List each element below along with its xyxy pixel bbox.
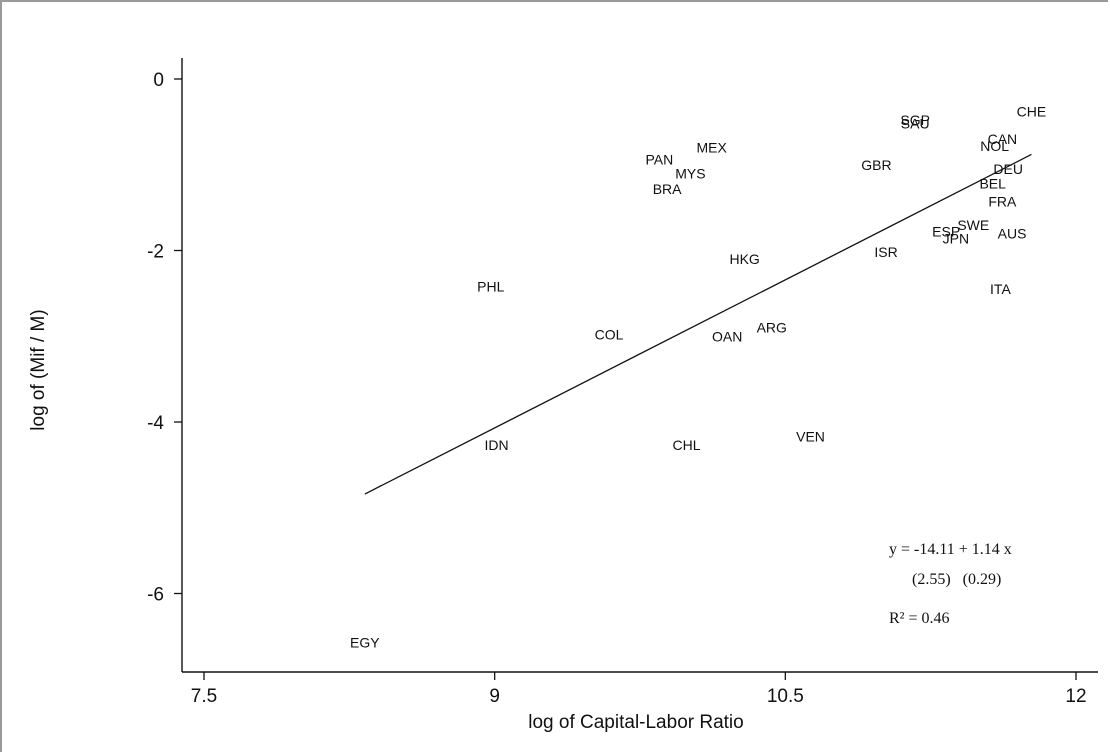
y-tick-label: -4 xyxy=(147,413,164,434)
point-label-esp: ESP xyxy=(932,224,960,240)
x-tick-label: 7.5 xyxy=(191,686,217,707)
regression-annotation: y = -14.11 + 1.14 x (2.55) (0.29) R² = 0… xyxy=(889,541,1012,627)
regression-line xyxy=(364,153,1032,495)
point-label-sgp: SGP xyxy=(900,112,930,128)
x-tick-label: 12 xyxy=(1065,686,1086,707)
regression-r-squared: R² = 0.46 xyxy=(889,610,950,627)
x-axis-title: log of Capital-Labor Ratio xyxy=(528,712,743,733)
point-label-idn: IDN xyxy=(485,437,509,453)
y-tick-label: -6 xyxy=(147,585,164,606)
point-label-aus: AUS xyxy=(998,225,1027,241)
point-label-jpn: JPN xyxy=(943,230,969,246)
point-label-arg: ARG xyxy=(757,320,787,336)
axes xyxy=(181,58,1098,673)
point-label-mys: MYS xyxy=(675,165,705,181)
point-label-pan: PAN xyxy=(646,152,674,168)
y-ticks: 0 -2 -4 -6 xyxy=(147,70,182,606)
point-label-oan: OAN xyxy=(712,328,742,344)
point-label-swe: SWE xyxy=(957,217,989,233)
y-axis-title: log of (Mif / M) xyxy=(28,309,49,430)
point-label-phl: PHL xyxy=(477,279,504,295)
point-label-chl: CHL xyxy=(672,437,700,453)
point-label-deu: DEU xyxy=(993,161,1023,177)
point-label-can: CAN xyxy=(988,131,1018,147)
regression-equation: y = -14.11 + 1.14 x xyxy=(889,541,1012,558)
point-label-fra: FRA xyxy=(988,194,1017,210)
y-tick-label: 0 xyxy=(153,70,164,91)
y-tick-label: -2 xyxy=(147,242,164,263)
point-label-mex: MEX xyxy=(697,140,728,156)
point-label-ven: VEN xyxy=(796,429,825,445)
point-label-sau: SAU xyxy=(901,116,930,132)
point-label-bel: BEL xyxy=(979,176,1006,192)
point-label-che: CHE xyxy=(1017,104,1047,120)
point-label-bra: BRA xyxy=(653,181,682,197)
regression-std-errors: (2.55) (0.29) xyxy=(912,571,1001,588)
point-label-hkg: HKG xyxy=(729,251,759,267)
point-label-col: COL xyxy=(595,327,624,343)
point-label-gbr: GBR xyxy=(861,157,891,173)
point-label-nol: NOL xyxy=(980,138,1009,154)
x-tick-label: 10.5 xyxy=(767,686,804,707)
x-tick-label: 9 xyxy=(489,686,500,707)
point-label-isr: ISR xyxy=(874,244,897,260)
x-ticks: 7.5 9 10.5 12 xyxy=(191,672,1087,707)
point-label-ita: ITA xyxy=(990,281,1011,297)
point-label-egy: EGY xyxy=(350,634,380,650)
